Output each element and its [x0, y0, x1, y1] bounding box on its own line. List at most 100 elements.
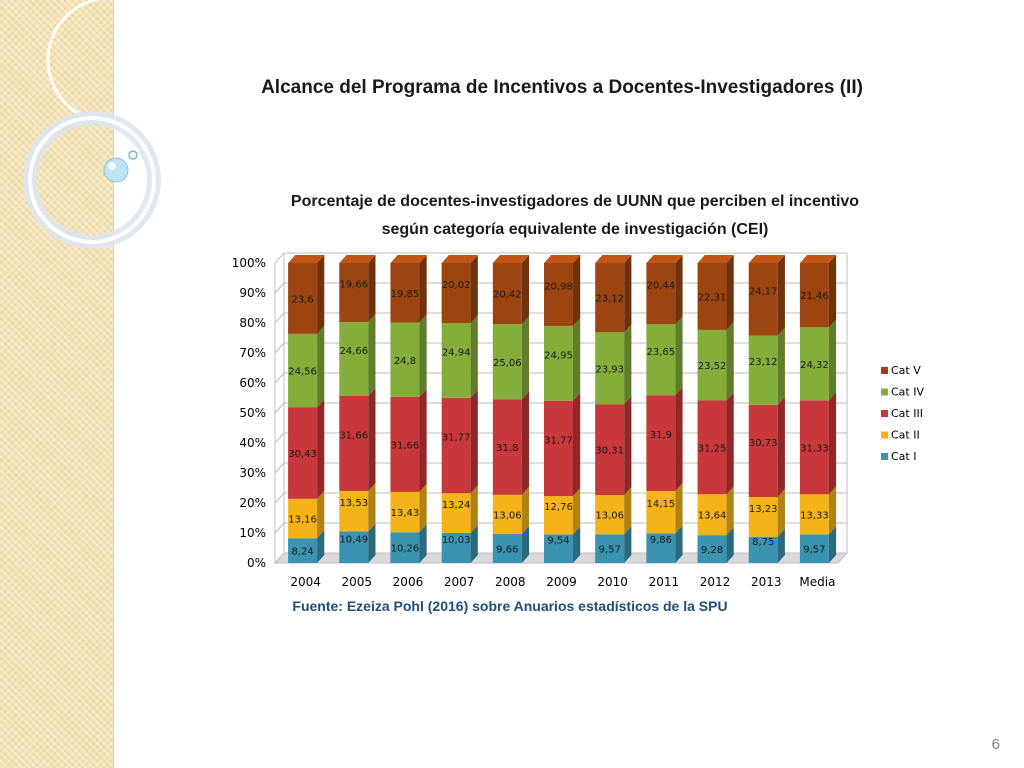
data-label: 9,54: [547, 536, 569, 547]
bar-segment-side: [470, 255, 478, 324]
bar-segment: [544, 400, 573, 497]
bar-segment: [799, 494, 829, 535]
bar-segment: [339, 395, 369, 491]
bar-segment: [441, 323, 471, 398]
data-label: 30,31: [595, 446, 624, 457]
legend-swatch: [881, 367, 888, 374]
bar-segment-side: [726, 486, 734, 536]
x-tick-label: 2011: [649, 575, 680, 589]
bar-segment: [544, 534, 573, 563]
bar-segment-side: [470, 315, 478, 398]
data-label: 31,77: [442, 433, 471, 444]
bar-segment: [441, 397, 471, 494]
data-label: 30,73: [749, 438, 778, 449]
bar-segment-side: [624, 255, 632, 333]
bar-segment-side: [777, 528, 785, 563]
bar-segment: [697, 329, 727, 401]
gridline-side: [274, 462, 285, 474]
bar-segment-side: [675, 482, 683, 534]
legend-label: Cat I: [891, 450, 916, 463]
x-tick-label: 2009: [546, 575, 577, 589]
x-tick-label: 2013: [751, 575, 782, 589]
gridline-side: [274, 372, 285, 384]
bar-segment: [492, 494, 522, 535]
x-tick-label: 2006: [393, 575, 424, 589]
bar-segment: [595, 263, 625, 333]
bar-top-cap: [799, 254, 837, 263]
gridline-side: [274, 402, 285, 414]
bar-segment-side: [419, 314, 427, 397]
bar-segment: [441, 263, 471, 324]
bar-top-cap: [492, 255, 530, 263]
bar-segment-side: [675, 316, 683, 396]
bar-segment: [595, 404, 625, 496]
bar-segment: [646, 263, 676, 325]
slide-title: Alcance del Programa de Incentivos a Doc…: [261, 77, 863, 98]
legend-label: Cat II: [891, 429, 920, 442]
bar-segment: [288, 263, 318, 334]
data-label: 25,06: [493, 358, 522, 369]
data-label: 23,12: [595, 294, 624, 305]
x-tick-label: 2010: [597, 575, 628, 589]
bar-segment: [339, 263, 369, 322]
gridline-side: [274, 432, 285, 444]
bar-segment: [441, 532, 471, 563]
bar-segment: [288, 538, 318, 563]
bar-segment-side: [368, 387, 376, 491]
bar-segment: [748, 497, 778, 537]
bar-segment: [288, 498, 318, 539]
y-tick-label: 40%: [239, 436, 266, 450]
bar-segment: [697, 263, 727, 330]
gridline-side: [274, 342, 285, 354]
data-label: 24,17: [749, 286, 778, 297]
data-label: 10,03: [442, 535, 471, 546]
x-tick-label: 2008: [495, 575, 526, 589]
data-label: 9,57: [599, 545, 621, 556]
bar-segment: [799, 400, 829, 495]
data-label: 24,32: [800, 360, 829, 371]
bar-segment-side: [573, 392, 581, 497]
bar-segment-side: [419, 483, 427, 533]
bar-segment: [339, 531, 369, 563]
bar-segment: [697, 400, 727, 495]
data-label: 23,65: [647, 347, 676, 358]
bar-top-cap: [595, 255, 632, 264]
bar-segment-side: [521, 391, 530, 495]
gridline-side: [274, 492, 285, 504]
bar-top-cap: [288, 255, 325, 264]
data-label: 31,66: [339, 430, 368, 441]
y-tick-label: 100%: [232, 256, 266, 270]
y-tick-label: 80%: [239, 316, 266, 330]
bar-segment: [595, 495, 625, 535]
bar-segment: [544, 325, 573, 401]
bar-segment-side: [419, 388, 427, 492]
data-label: 13,06: [595, 511, 624, 522]
bar-segment: [748, 404, 778, 498]
data-label: 24,8: [394, 356, 416, 367]
bar-segment: [748, 263, 778, 336]
bar-top-cap: [697, 255, 734, 263]
bar-segment: [595, 534, 625, 563]
data-label: 9,57: [803, 545, 825, 556]
data-label: 20,02: [442, 280, 471, 291]
data-label: 20,98: [544, 281, 573, 292]
data-label: 20,44: [647, 281, 676, 292]
bar-segment-side: [828, 526, 837, 563]
data-label: 23,6: [291, 294, 313, 305]
bar-segment: [646, 324, 676, 396]
y-tick-label: 10%: [239, 526, 266, 540]
bar-segment: [390, 491, 420, 533]
bar-segment: [799, 262, 829, 328]
bar-segment-side: [777, 327, 785, 405]
data-label: 13,24: [442, 500, 471, 511]
bar-segment: [646, 395, 676, 491]
bar-segment-side: [828, 319, 837, 401]
bar-segment: [748, 335, 778, 405]
legend-label: Cat V: [891, 364, 921, 377]
bar-segment-side: [368, 482, 376, 532]
data-label: 21,46: [800, 291, 829, 302]
bar-top-cap: [441, 255, 478, 263]
bar-segment: [288, 333, 318, 408]
data-label: 13,23: [749, 504, 778, 515]
bar-segment: [390, 322, 420, 397]
